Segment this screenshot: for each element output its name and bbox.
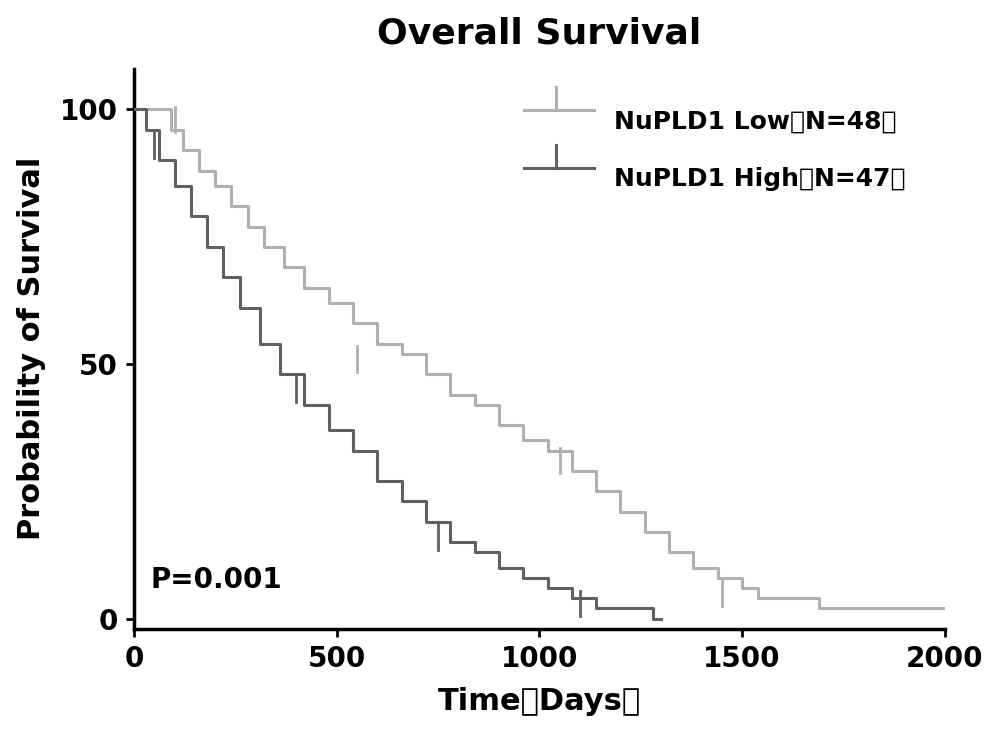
X-axis label: Time（Days）: Time（Days）	[438, 688, 641, 716]
Y-axis label: Probability of Survival: Probability of Survival	[17, 157, 46, 540]
Title: Overall Survival: Overall Survival	[377, 17, 702, 51]
Legend: NuPLD1 Low（N=48）, NuPLD1 High（N=47）: NuPLD1 Low（N=48）, NuPLD1 High（N=47）	[514, 92, 916, 206]
Text: P=0.001: P=0.001	[150, 566, 282, 594]
